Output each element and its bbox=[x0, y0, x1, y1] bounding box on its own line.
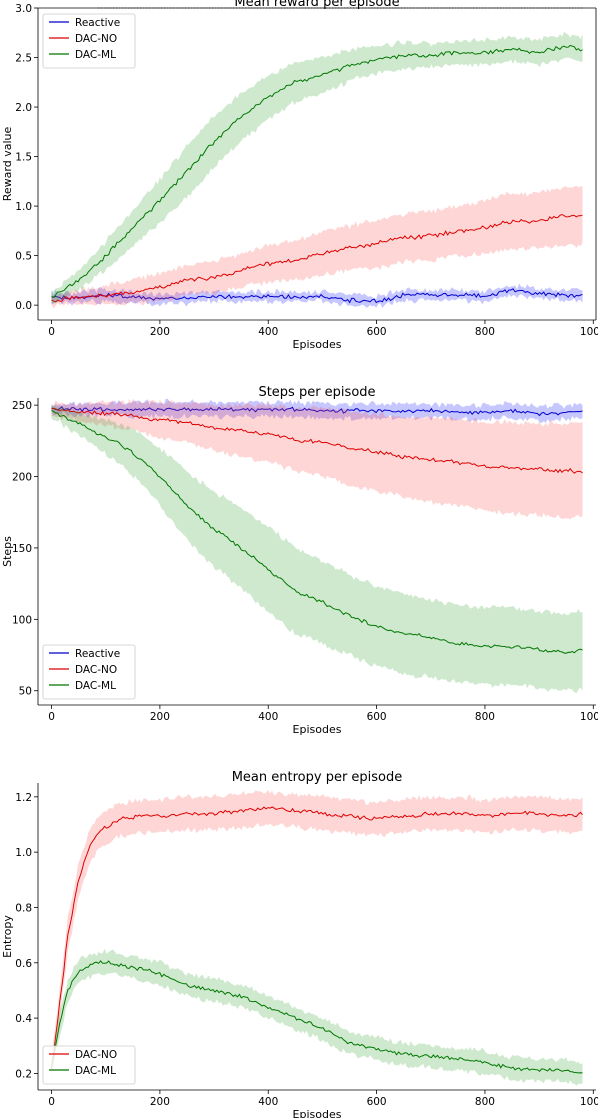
band-dac-no bbox=[51, 789, 583, 1080]
y-tick-label: 150 bbox=[12, 543, 32, 555]
chart-title: Steps per episode bbox=[258, 385, 375, 400]
y-tick-label: 50 bbox=[19, 686, 32, 698]
chart-title: Mean reward per episode bbox=[234, 0, 399, 10]
y-tick-label: 1.5 bbox=[15, 152, 32, 164]
band-reactive bbox=[51, 398, 583, 423]
x-tick-label: 0 bbox=[48, 326, 55, 338]
x-tick-label: 200 bbox=[150, 1096, 170, 1108]
y-tick-label: 200 bbox=[12, 472, 32, 484]
legend: Reactive DAC-NO DAC-ML bbox=[42, 13, 136, 69]
y-tick-label: 0.6 bbox=[15, 958, 32, 970]
legend-label: Reactive bbox=[75, 17, 120, 29]
band-dac-no bbox=[51, 185, 583, 309]
x-axis-label: Episodes bbox=[293, 338, 342, 351]
legend-label: Reactive bbox=[75, 648, 120, 660]
band-dac-no bbox=[51, 399, 583, 520]
band-dac-ml bbox=[51, 31, 583, 304]
series-line-dac-ml bbox=[51, 960, 583, 1074]
x-tick-label: 800 bbox=[475, 326, 495, 338]
y-tick-label: 3.0 bbox=[15, 3, 32, 15]
legend-box bbox=[42, 1045, 136, 1085]
y-tick-label: 250 bbox=[12, 400, 32, 412]
x-tick-label: 600 bbox=[367, 326, 387, 338]
band-dac-ml bbox=[51, 403, 583, 694]
x-axis-label: Episodes bbox=[293, 1108, 342, 1118]
x-tick-label: 0 bbox=[48, 1096, 55, 1108]
legend: DAC-NO DAC-ML bbox=[42, 1045, 136, 1085]
legend-label: DAC-NO bbox=[75, 664, 117, 676]
x-tick-label: 200 bbox=[150, 326, 170, 338]
legend-label: DAC-NO bbox=[75, 33, 117, 45]
y-tick-label: 1.2 bbox=[15, 792, 32, 804]
x-tick-label: 0 bbox=[48, 711, 55, 723]
x-tick-label: 600 bbox=[367, 711, 387, 723]
x-tick-label: 800 bbox=[475, 711, 495, 723]
chart-3: Mean entropy per episode 0 200 400 600 800 100… bbox=[1, 770, 598, 1118]
y-tick-label: 0.4 bbox=[15, 1013, 32, 1025]
y-tick-label: 1.0 bbox=[15, 201, 32, 213]
y-tick-label: 0.5 bbox=[15, 251, 32, 263]
x-tick-label: 400 bbox=[258, 1096, 278, 1108]
series-line-dac-ml bbox=[51, 410, 583, 654]
legend-label: DAC-ML bbox=[75, 49, 116, 61]
band-dac-ml bbox=[51, 948, 583, 1086]
y-tick-label: 1.0 bbox=[15, 847, 32, 859]
legend: Reactive DAC-NO DAC-ML bbox=[42, 644, 136, 700]
y-tick-label: 2.0 bbox=[15, 102, 32, 114]
series-line-dac-no bbox=[51, 213, 583, 303]
series-line-reactive bbox=[51, 406, 583, 417]
x-tick-label: 400 bbox=[258, 711, 278, 723]
series-line-dac-ml bbox=[51, 44, 583, 298]
x-tick-label: 800 bbox=[475, 1096, 495, 1108]
series-line-reactive bbox=[51, 288, 583, 304]
series-line-dac-no bbox=[51, 806, 583, 1070]
x-tick-label: 400 bbox=[258, 326, 278, 338]
y-tick-label: 0.8 bbox=[15, 902, 32, 914]
y-axis-label: Steps bbox=[1, 536, 14, 567]
y-tick-label: 2.5 bbox=[15, 53, 32, 65]
y-tick-label: 0.2 bbox=[15, 1068, 32, 1080]
chart-title: Mean entropy per episode bbox=[232, 770, 403, 785]
x-axis-label: Episodes bbox=[293, 723, 342, 736]
y-axis-label: Reward value bbox=[1, 127, 14, 202]
legend-label: DAC-NO bbox=[75, 1049, 117, 1061]
y-tick-label: 100 bbox=[12, 614, 32, 626]
series-line-dac-no bbox=[51, 407, 583, 474]
legend-label: DAC-ML bbox=[75, 1065, 116, 1077]
chart-1: Mean reward per episode 0 200 400 600 800 100 0… bbox=[1, 0, 598, 351]
x-tick-label: 200 bbox=[150, 711, 170, 723]
legend-label: DAC-ML bbox=[75, 680, 116, 692]
y-axis-label: Entropy bbox=[1, 915, 14, 958]
x-tick-label: 600 bbox=[367, 1096, 387, 1108]
y-tick-label: 0.0 bbox=[15, 300, 32, 312]
